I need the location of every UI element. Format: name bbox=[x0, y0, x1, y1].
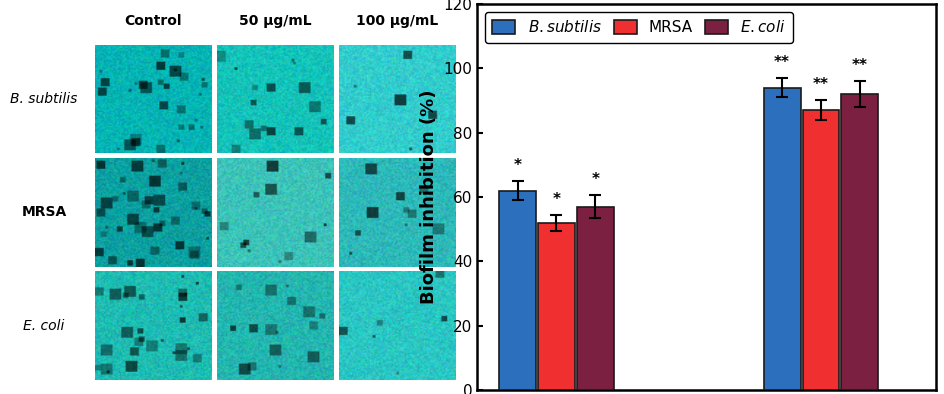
Text: **: ** bbox=[851, 58, 867, 73]
Bar bbox=[498, 191, 535, 390]
Text: MRSA: MRSA bbox=[22, 205, 67, 219]
Text: 100 μg/mL: 100 μg/mL bbox=[356, 14, 438, 28]
Bar bbox=[576, 206, 613, 390]
Text: *: * bbox=[552, 191, 560, 206]
Text: E. coli: E. coli bbox=[24, 319, 65, 333]
Text: 50 μg/mL: 50 μg/mL bbox=[239, 14, 312, 28]
Bar bbox=[537, 223, 574, 390]
Y-axis label: Biofilm inhibition (%): Biofilm inhibition (%) bbox=[419, 90, 437, 304]
Text: B. subtilis: B. subtilis bbox=[10, 92, 77, 106]
Bar bbox=[840, 94, 877, 390]
Text: *: * bbox=[514, 158, 521, 173]
Text: **: ** bbox=[812, 78, 828, 93]
Bar bbox=[763, 87, 800, 390]
Text: **: ** bbox=[773, 55, 789, 70]
Legend: $\it{B. subtilis}$, MRSA, $\it{E. coli}$: $\it{B. subtilis}$, MRSA, $\it{E. coli}$ bbox=[484, 11, 793, 43]
Bar bbox=[801, 110, 838, 390]
Text: Control: Control bbox=[125, 14, 181, 28]
Text: *: * bbox=[591, 172, 598, 188]
